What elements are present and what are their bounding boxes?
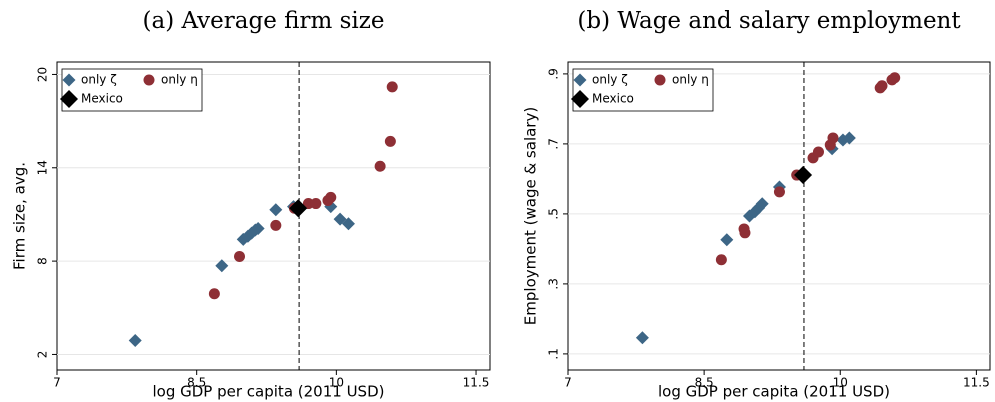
- point: [234, 250, 246, 262]
- y-tick-label: .3: [547, 278, 561, 289]
- legend-marker: [62, 73, 76, 87]
- point: [384, 135, 396, 147]
- legend-marker: [143, 74, 155, 86]
- point: [289, 199, 308, 218]
- legend-label: Mexico: [592, 92, 634, 106]
- point: [773, 186, 785, 198]
- legend-box: [61, 68, 203, 112]
- point: [755, 197, 769, 211]
- x-tick-label: 11.5: [463, 376, 490, 390]
- point: [827, 132, 839, 144]
- point: [794, 166, 813, 185]
- legend-label: only η: [672, 73, 709, 87]
- legend-label: Mexico: [81, 92, 123, 106]
- y-axis-label: Firm size, avg.: [11, 162, 29, 270]
- point: [889, 72, 901, 84]
- x-tick-label: 7: [564, 376, 572, 390]
- legend-label: only η: [161, 73, 198, 87]
- x-tick-label: 10: [833, 376, 848, 390]
- point: [842, 131, 856, 145]
- x-tick-label: 8.5: [187, 376, 206, 390]
- point: [341, 217, 355, 231]
- point: [251, 221, 265, 235]
- legend-marker: [654, 74, 666, 86]
- y-tick-label: 2: [36, 351, 50, 359]
- point: [876, 80, 888, 92]
- point: [812, 146, 824, 158]
- point: [310, 198, 322, 210]
- legend-label: only ζ: [592, 73, 628, 87]
- y-tick-label: .9: [547, 68, 561, 79]
- point: [208, 288, 220, 300]
- point: [333, 212, 347, 226]
- legend-box: [572, 68, 714, 112]
- x-tick-label: 8.5: [695, 376, 714, 390]
- legend-marker: [573, 73, 587, 87]
- x-axis-label: log GDP per capita (2011 USD): [153, 383, 385, 401]
- y-tick-label: .1: [547, 348, 561, 359]
- point: [270, 219, 282, 231]
- point: [269, 203, 283, 217]
- point: [739, 227, 751, 239]
- point: [215, 259, 229, 273]
- y-tick-label: 8: [36, 257, 50, 265]
- legend-marker: [60, 90, 78, 108]
- y-axis-label: Employment (wage & salary): [522, 107, 540, 325]
- y-tick-label: .7: [547, 138, 561, 149]
- y-tick-label: 20: [36, 67, 50, 82]
- point: [374, 160, 386, 172]
- legend-label: only ζ: [81, 73, 117, 87]
- x-tick-label: 11.5: [963, 376, 990, 390]
- point: [325, 191, 337, 203]
- point: [386, 81, 398, 93]
- point: [128, 333, 142, 347]
- chart-title: (a) Average firm size: [143, 8, 385, 34]
- point: [715, 254, 727, 266]
- y-tick-label: 14: [36, 160, 50, 175]
- point: [245, 226, 259, 240]
- x-tick-label: 7: [53, 376, 61, 390]
- point: [720, 233, 734, 247]
- plot-frame: [56, 61, 491, 371]
- legend-marker: [571, 90, 589, 108]
- x-tick-label: 10: [329, 376, 344, 390]
- plot-frame: [567, 61, 991, 371]
- chart-title: (b) Wage and salary employment: [577, 8, 961, 34]
- x-axis-label: log GDP per capita (2011 USD): [658, 383, 890, 401]
- y-tick-label: .5: [547, 208, 561, 219]
- point: [635, 331, 649, 345]
